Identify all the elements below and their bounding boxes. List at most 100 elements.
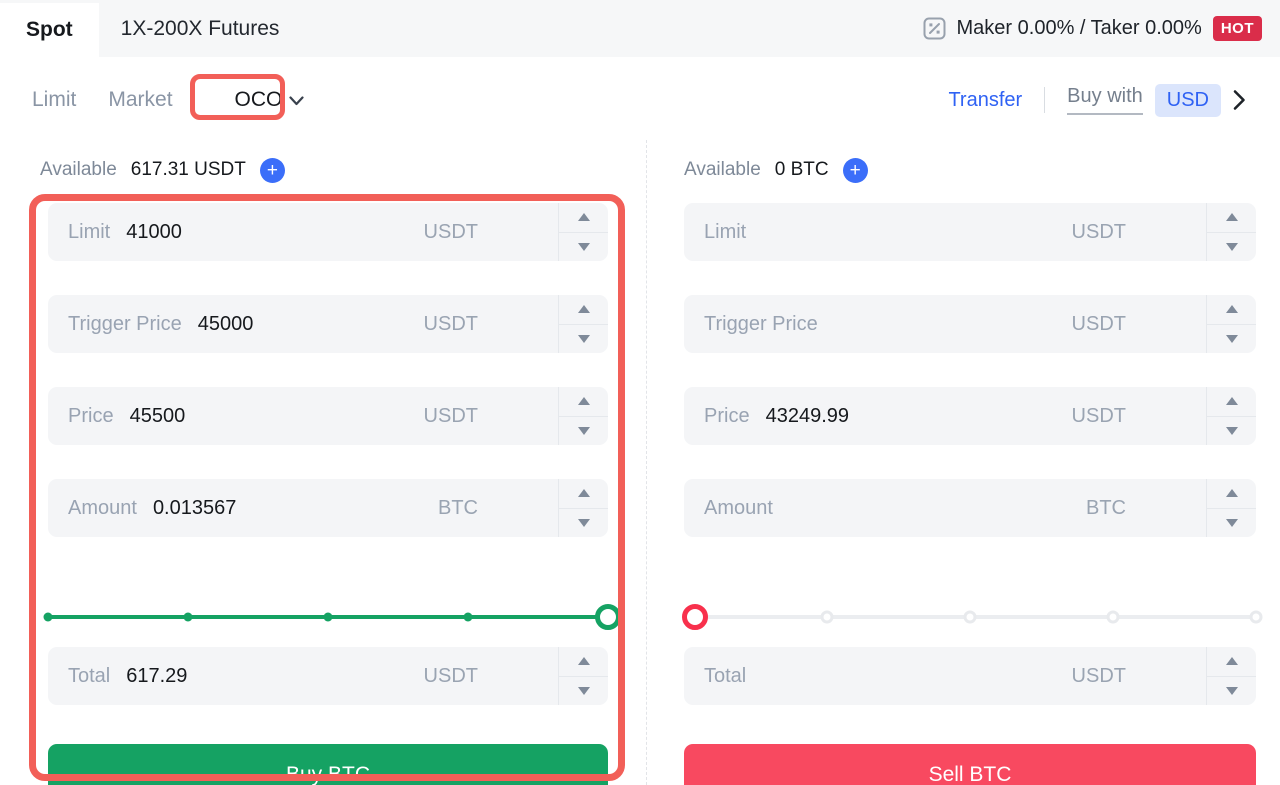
tab-spot-label: Spot [26,18,73,41]
slider-tick-100[interactable] [1249,610,1263,624]
arrow-up-icon [577,305,590,314]
arrow-down-icon [577,426,590,435]
stepper-up-button[interactable] [559,479,608,509]
slider-tick-75[interactable] [1106,610,1120,624]
stepper [558,387,608,445]
currency-badge[interactable]: USD [1154,83,1221,117]
stepper-up-button[interactable] [559,387,608,417]
arrow-down-icon [1225,426,1238,435]
sell-total-field[interactable]: Total USDT [684,647,1256,705]
fee-info-group: Maker 0.00% / Taker 0.00% HOT [923,0,1280,57]
buy-limit-field[interactable]: Limit 41000 USDT [48,203,608,261]
arrow-up-icon [577,489,590,498]
available-balance: 0 BTC [774,159,829,180]
buy-with-link[interactable]: Buy with [1067,85,1143,115]
buy-available-row: Available 617.31 USDT + [40,157,608,183]
field-value[interactable]: 0.013567 [152,496,237,519]
stepper-down-button[interactable] [559,417,608,446]
stepper-down-button[interactable] [559,233,608,262]
sell-amount-slider[interactable] [682,571,1263,647]
stepper-up-button[interactable] [1207,479,1256,509]
slider-handle[interactable] [595,604,621,630]
field-value[interactable]: 43249.99 [765,404,849,427]
stepper-up-button[interactable] [559,203,608,233]
slider-tick-75[interactable] [463,612,473,622]
tab-spot[interactable]: Spot [0,3,99,57]
slider-tick-25[interactable] [183,612,193,622]
stepper [558,203,608,261]
deposit-plus-icon[interactable]: + [842,157,868,183]
arrow-up-icon [1225,305,1238,314]
field-unit: USDT [423,220,478,243]
tab-futures[interactable]: 1X-200X Futures [99,0,302,57]
stepper-up-button[interactable] [1207,295,1256,325]
slider-tick-50[interactable] [323,612,333,622]
field-unit: USDT [423,664,478,687]
stepper-down-button[interactable] [1207,417,1256,446]
field-value[interactable]: 617.29 [126,664,188,687]
sell-trigger-price-field[interactable]: Trigger Price USDT [684,295,1256,353]
field-unit: USDT [1071,404,1126,427]
slider-tick-25[interactable] [820,610,834,624]
available-label: Available [684,159,761,180]
sell-order-form: Available 0 BTC + Limit USDT Trigger Pri… [682,157,1263,785]
buy-amount-slider[interactable] [43,571,621,647]
tab-futures-label: 1X-200X Futures [120,16,280,40]
available-balance: 617.31 USDT [130,159,246,180]
field-value[interactable]: 45500 [129,404,186,427]
vertical-divider [1044,87,1046,113]
chevron-down-icon [289,88,304,112]
account-actions: Transfer Buy with USD [948,83,1246,117]
slider-handle[interactable] [682,604,709,630]
stepper-down-button[interactable] [1207,325,1256,354]
sell-amount-field[interactable]: Amount BTC [684,479,1256,537]
stepper-up-button[interactable] [1207,647,1256,677]
buy-price-field[interactable]: Price 45500 USDT [48,387,608,445]
sell-limit-field[interactable]: Limit USDT [684,203,1256,261]
chevron-right-icon[interactable] [1233,89,1246,111]
slider-tick-0[interactable] [43,612,53,622]
order-type-oco[interactable]: OCO [235,88,305,112]
arrow-down-icon [577,686,590,695]
order-type-market[interactable]: Market [108,88,173,111]
buy-total-field[interactable]: Total 617.29 USDT [48,647,608,705]
column-divider [646,140,647,785]
stepper-down-button[interactable] [1207,233,1256,262]
transfer-link[interactable]: Transfer [948,88,1023,111]
stepper [1206,387,1256,445]
arrow-down-icon [1225,334,1238,343]
stepper-down-button[interactable] [559,509,608,538]
field-unit: USDT [423,312,478,335]
stepper-down-button[interactable] [1207,509,1256,538]
arrow-up-icon [1225,397,1238,406]
field-value[interactable]: 41000 [126,220,182,243]
buy-order-form: Available 617.31 USDT + Limit 41000 USDT… [40,157,621,785]
order-type-limit[interactable]: Limit [32,88,77,111]
stepper-down-button[interactable] [559,677,608,706]
stepper-up-button[interactable] [559,647,608,677]
stepper-up-button[interactable] [1207,387,1256,417]
stepper-down-button[interactable] [559,325,608,354]
stepper-up-button[interactable] [1207,203,1256,233]
arrow-down-icon [577,518,590,527]
slider-tick-50[interactable] [963,610,977,624]
field-value[interactable]: 45000 [197,312,254,335]
stepper-down-button[interactable] [1207,677,1256,706]
sell-price-field[interactable]: Price 43249.99 USDT [684,387,1256,445]
buy-submit-button[interactable]: Buy BTC [48,744,608,785]
stepper [558,295,608,353]
arrow-up-icon [1225,213,1238,222]
field-label: Amount [68,496,137,519]
arrow-up-icon [577,397,590,406]
hot-badge: HOT [1212,16,1262,41]
order-type-oco-label: OCO [234,88,283,111]
stepper-up-button[interactable] [559,295,608,325]
sell-submit-button[interactable]: Sell BTC [684,744,1256,785]
field-unit: USDT [1071,312,1126,335]
buy-trigger-price-field[interactable]: Trigger Price 45000 USDT [48,295,608,353]
stepper [1206,479,1256,537]
deposit-plus-icon[interactable]: + [259,157,285,183]
field-unit: USDT [1071,220,1126,243]
field-label: Price [704,404,750,427]
buy-amount-field[interactable]: Amount 0.013567 BTC [48,479,608,537]
